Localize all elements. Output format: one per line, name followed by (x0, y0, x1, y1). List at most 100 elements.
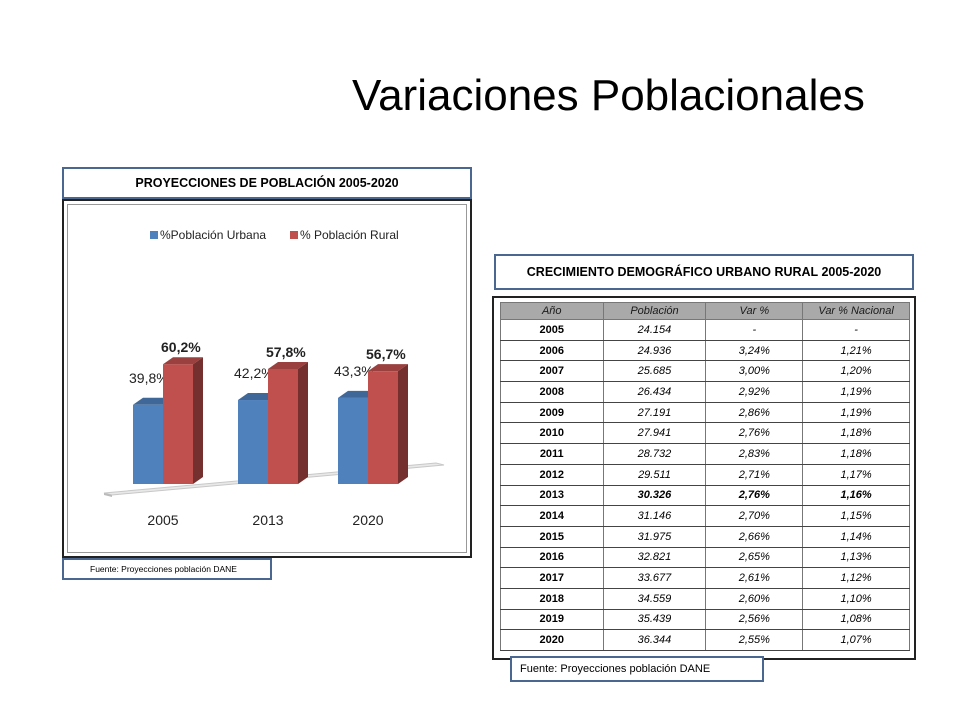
cell-var-national: 1,08% (802, 609, 910, 631)
data-label-0-0: 39,8% (129, 370, 169, 386)
cell-population: 25.685 (602, 360, 707, 383)
table-row: 2017 33.677 2,61% 1,12% (500, 567, 910, 589)
data-label-0-2: 43,3% (334, 363, 374, 379)
cell-var: 2,76% (705, 422, 804, 445)
cell-var: 2,56% (705, 609, 804, 631)
cell-var-national: 1,18% (802, 422, 910, 445)
legend-label-0: %Población Urbana (160, 228, 266, 242)
bar-side-1-0 (193, 357, 203, 484)
data-label-1-0: 60,2% (161, 339, 201, 355)
cell-var: 2,60% (705, 588, 804, 610)
data-label-1-2: 56,7% (366, 346, 406, 362)
cell-year: 2018 (500, 588, 604, 610)
bar-1-1 (268, 368, 298, 484)
bar-0-1 (238, 400, 268, 484)
x-tick-label-1: 2013 (252, 512, 283, 528)
cell-var-national: 1,19% (802, 381, 910, 403)
table-row: 2008 26.434 2,92% 1,19% (500, 381, 910, 403)
cell-var-national: 1,21% (802, 340, 910, 362)
table-body: 2005 24.154- -2006 24.936 3,24% 1,21% 2007 25.6… (500, 319, 910, 651)
cell-population: 28.732 (602, 443, 707, 465)
table-row: 2014 31.146 2,70% 1,15% (500, 505, 910, 527)
cell-population: 27.941 (602, 422, 707, 445)
bar-top-1-0 (163, 357, 203, 365)
cell-var-national: 1,16% (802, 485, 910, 507)
bar-1-2 (368, 371, 398, 484)
population-bar-chart: %Población Urbana % Población Rural 39,8% 6… (103, 228, 445, 528)
table-row: 2020 36.344 2,55% 1,07% (500, 629, 910, 651)
cell-var-national: 1,19% (802, 402, 910, 424)
table-caption: CRECIMIENTO DEMOGRÁFICO URBANO RURAL 200… (494, 254, 914, 290)
cell-year: 2020 (500, 629, 604, 651)
cell-year: 2019 (500, 609, 604, 631)
cell-population: 31.146 (602, 505, 707, 527)
cell-population: 35.439 (602, 609, 707, 631)
cell-population: 30.326 (602, 485, 707, 507)
cell-var-national: 1,17% (802, 464, 910, 486)
bar-1-0 (163, 364, 193, 484)
cell-var-national: 1,14% (802, 526, 910, 548)
cell-var: 3,24% (705, 340, 804, 362)
bar-top-1-1 (268, 361, 308, 369)
legend-swatch-0 (150, 231, 158, 239)
x-tick-label-2: 2020 (352, 512, 383, 528)
cell-var: 2,66% (705, 526, 804, 548)
cell-population: 29.511 (602, 464, 707, 486)
cell-var-national: - (802, 319, 910, 341)
cell-var: 2,92% (705, 381, 804, 403)
table-row: 2015 31.975 2,66% 1,14% (500, 526, 910, 548)
cell-year: 2016 (500, 547, 604, 569)
cell-var: 2,70% (705, 505, 804, 527)
cell-var: 2,61% (705, 567, 804, 589)
cell-population: 31.975 (602, 526, 707, 548)
cell-var: 2,76% (705, 485, 804, 507)
cell-population: 24.154 (602, 319, 707, 341)
cell-var: 2,71% (705, 464, 804, 486)
growth-table: Año Población Var % Var % Nacional 2005 2… (500, 302, 910, 651)
cell-year: 2005 (500, 319, 604, 341)
data-label-1-1: 57,8% (266, 344, 306, 360)
bar-side-1-2 (398, 364, 408, 484)
legend-label-1: % Población Rural (300, 228, 399, 242)
cell-var: 2,55% (705, 629, 804, 651)
slide-title: Variaciones Poblacionales (352, 71, 865, 120)
cell-year: 2017 (500, 567, 604, 589)
cell-population: 34.559 (602, 588, 707, 610)
chart-frame: %Población Urbana % Población Rural 39,8% 6… (62, 199, 472, 558)
bar-0-2 (338, 397, 368, 484)
table-header-row: Año Población Var % Var % Nacional (500, 302, 910, 320)
header-var: Var % (705, 302, 804, 320)
chart-source-note: Fuente: Proyecciones población DANE (62, 558, 272, 580)
bar-0-0 (133, 404, 163, 484)
cell-var-national: 1,20% (802, 360, 910, 383)
cell-year: 2011 (500, 443, 604, 465)
cell-var: 2,83% (705, 443, 804, 465)
chart-floor-edge (104, 493, 112, 497)
legend-swatch-1 (290, 231, 298, 239)
cell-year: 2009 (500, 402, 604, 424)
table-row: 2019 35.439 2,56% 1,08% (500, 609, 910, 631)
chart-plot-area: %Población Urbana % Población Rural 39,8% 6… (67, 204, 467, 553)
x-tick-label-0: 2005 (147, 512, 178, 528)
table-frame: Año Población Var % Var % Nacional 2005 2… (492, 296, 916, 660)
table-source-note: Fuente: Proyecciones población DANE (510, 656, 764, 682)
bar-side-1-1 (298, 361, 308, 484)
table-row: 2018 34.559 2,60% 1,10% (500, 588, 910, 610)
header-year: Año (500, 302, 604, 320)
cell-year: 2006 (500, 340, 604, 362)
header-var-national: Var % Nacional (802, 302, 910, 320)
cell-year: 2007 (500, 360, 604, 383)
cell-var: - (705, 319, 804, 341)
table-row: 2005 24.154- - (500, 319, 910, 341)
cell-population: 24.936 (602, 340, 707, 362)
cell-year: 2010 (500, 422, 604, 445)
table-row: 2010 27.941 2,76% 1,18% (500, 422, 910, 445)
table-row: 2011 28.732 2,83% 1,18% (500, 443, 910, 465)
cell-var: 3,00% (705, 360, 804, 383)
cell-year: 2008 (500, 381, 604, 403)
cell-year: 2015 (500, 526, 604, 548)
cell-population: 33.677 (602, 567, 707, 589)
cell-year: 2013 (500, 485, 604, 507)
table-row: 2006 24.936 3,24% 1,21% (500, 340, 910, 362)
cell-population: 27.191 (602, 402, 707, 424)
